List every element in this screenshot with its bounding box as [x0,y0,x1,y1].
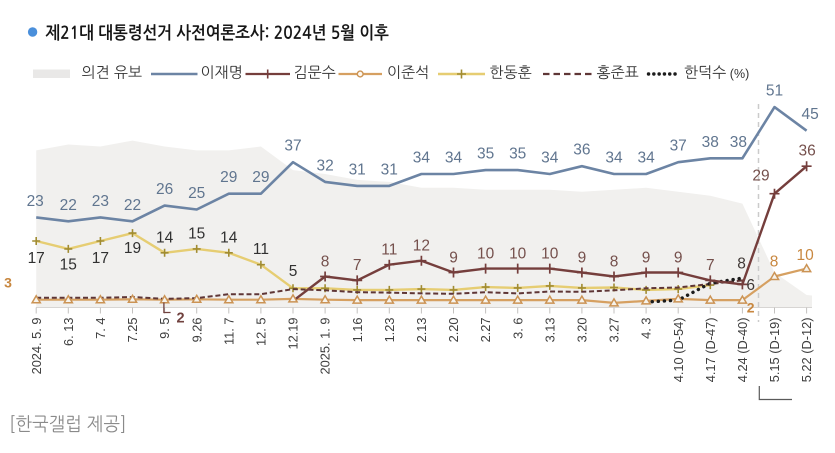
svg-text:34: 34 [541,150,559,167]
svg-text:37: 37 [284,138,301,155]
svg-text:8: 8 [321,253,330,270]
svg-text:34: 34 [637,150,655,167]
svg-text:2.20: 2.20 [446,318,461,343]
svg-text:8: 8 [610,253,619,270]
svg-text:2.27: 2.27 [478,318,493,343]
svg-text:36: 36 [573,142,590,159]
svg-text:2024. 5. 9: 2024. 5. 9 [29,318,44,375]
svg-text:7: 7 [706,257,715,274]
svg-text:2: 2 [747,299,755,315]
svg-text:7. 4: 7. 4 [93,318,108,339]
svg-text:4.17 (D-47): 4.17 (D-47) [703,318,718,383]
svg-text:1.16: 1.16 [350,318,365,343]
svg-text:31: 31 [349,161,366,178]
svg-text:9: 9 [449,249,458,266]
svg-text:35: 35 [477,146,494,163]
svg-text:4.10 (D-54): 4.10 (D-54) [671,318,686,383]
svg-text:10: 10 [796,247,814,264]
svg-text:15: 15 [60,257,77,274]
svg-text:3.20: 3.20 [575,318,590,343]
svg-text:9. 5: 9. 5 [157,318,172,339]
svg-text:14: 14 [220,229,238,246]
svg-text:3. 6: 3. 6 [510,318,525,339]
svg-text:2: 2 [177,311,185,327]
svg-text:17: 17 [92,250,109,267]
svg-text:1.23: 1.23 [382,318,397,343]
svg-text:10: 10 [509,245,527,262]
svg-text:23: 23 [92,193,109,210]
svg-text:3.13: 3.13 [542,318,557,343]
svg-text:(%): (%) [730,67,749,81]
svg-text:10: 10 [477,245,495,262]
svg-text:34: 34 [605,150,623,167]
svg-text:2025. 1. 9: 2025. 1. 9 [318,318,333,375]
svg-text:11: 11 [381,242,397,259]
svg-text:5.15 (D-19): 5.15 (D-19) [767,318,782,383]
svg-text:37: 37 [670,138,687,155]
svg-text:38: 38 [702,134,719,151]
svg-text:7.25: 7.25 [125,318,140,343]
svg-text:6: 6 [746,277,755,294]
svg-text:9: 9 [642,249,651,266]
svg-text:6. 13: 6. 13 [61,318,76,346]
svg-text:23: 23 [27,193,44,210]
svg-text:9.26: 9.26 [189,318,204,343]
svg-text:8: 8 [737,255,746,272]
svg-text:4. 3: 4. 3 [639,318,654,339]
svg-text:8: 8 [770,253,779,270]
svg-text:4.24 (D-40): 4.24 (D-40) [735,318,750,383]
svg-text:15: 15 [188,225,205,242]
svg-text:17: 17 [28,250,45,267]
svg-text:32: 32 [316,157,333,174]
svg-text:35: 35 [509,146,526,163]
svg-text:36: 36 [798,143,815,160]
svg-text:3: 3 [4,274,12,290]
svg-text:9: 9 [674,249,683,266]
svg-text:38: 38 [730,134,747,151]
svg-text:12.19: 12.19 [286,318,301,350]
svg-text:22: 22 [124,197,141,214]
svg-text:29: 29 [252,169,269,186]
svg-text:45: 45 [801,106,818,123]
svg-text:26: 26 [156,181,173,198]
svg-text:10: 10 [541,245,559,262]
svg-text:12. 5: 12. 5 [254,318,269,346]
svg-text:51: 51 [766,83,783,100]
svg-text:7: 7 [353,257,362,274]
svg-text:31: 31 [381,161,398,178]
svg-text:25: 25 [188,185,205,202]
svg-text:5.22 (D-12): 5.22 (D-12) [799,318,814,383]
svg-text:34: 34 [445,150,463,167]
svg-text:14: 14 [156,229,174,246]
svg-text:9: 9 [578,249,587,266]
svg-text:29: 29 [220,169,237,186]
svg-text:11. 7: 11. 7 [221,318,236,346]
svg-text:34: 34 [413,150,431,167]
svg-text:19: 19 [124,240,141,257]
svg-text:3.27: 3.27 [607,318,622,343]
svg-text:12: 12 [413,238,430,255]
svg-text:5: 5 [289,263,298,280]
svg-text:22: 22 [60,197,77,214]
svg-text:11: 11 [253,241,269,258]
svg-text:2.13: 2.13 [414,318,429,343]
svg-text:29: 29 [752,168,769,185]
